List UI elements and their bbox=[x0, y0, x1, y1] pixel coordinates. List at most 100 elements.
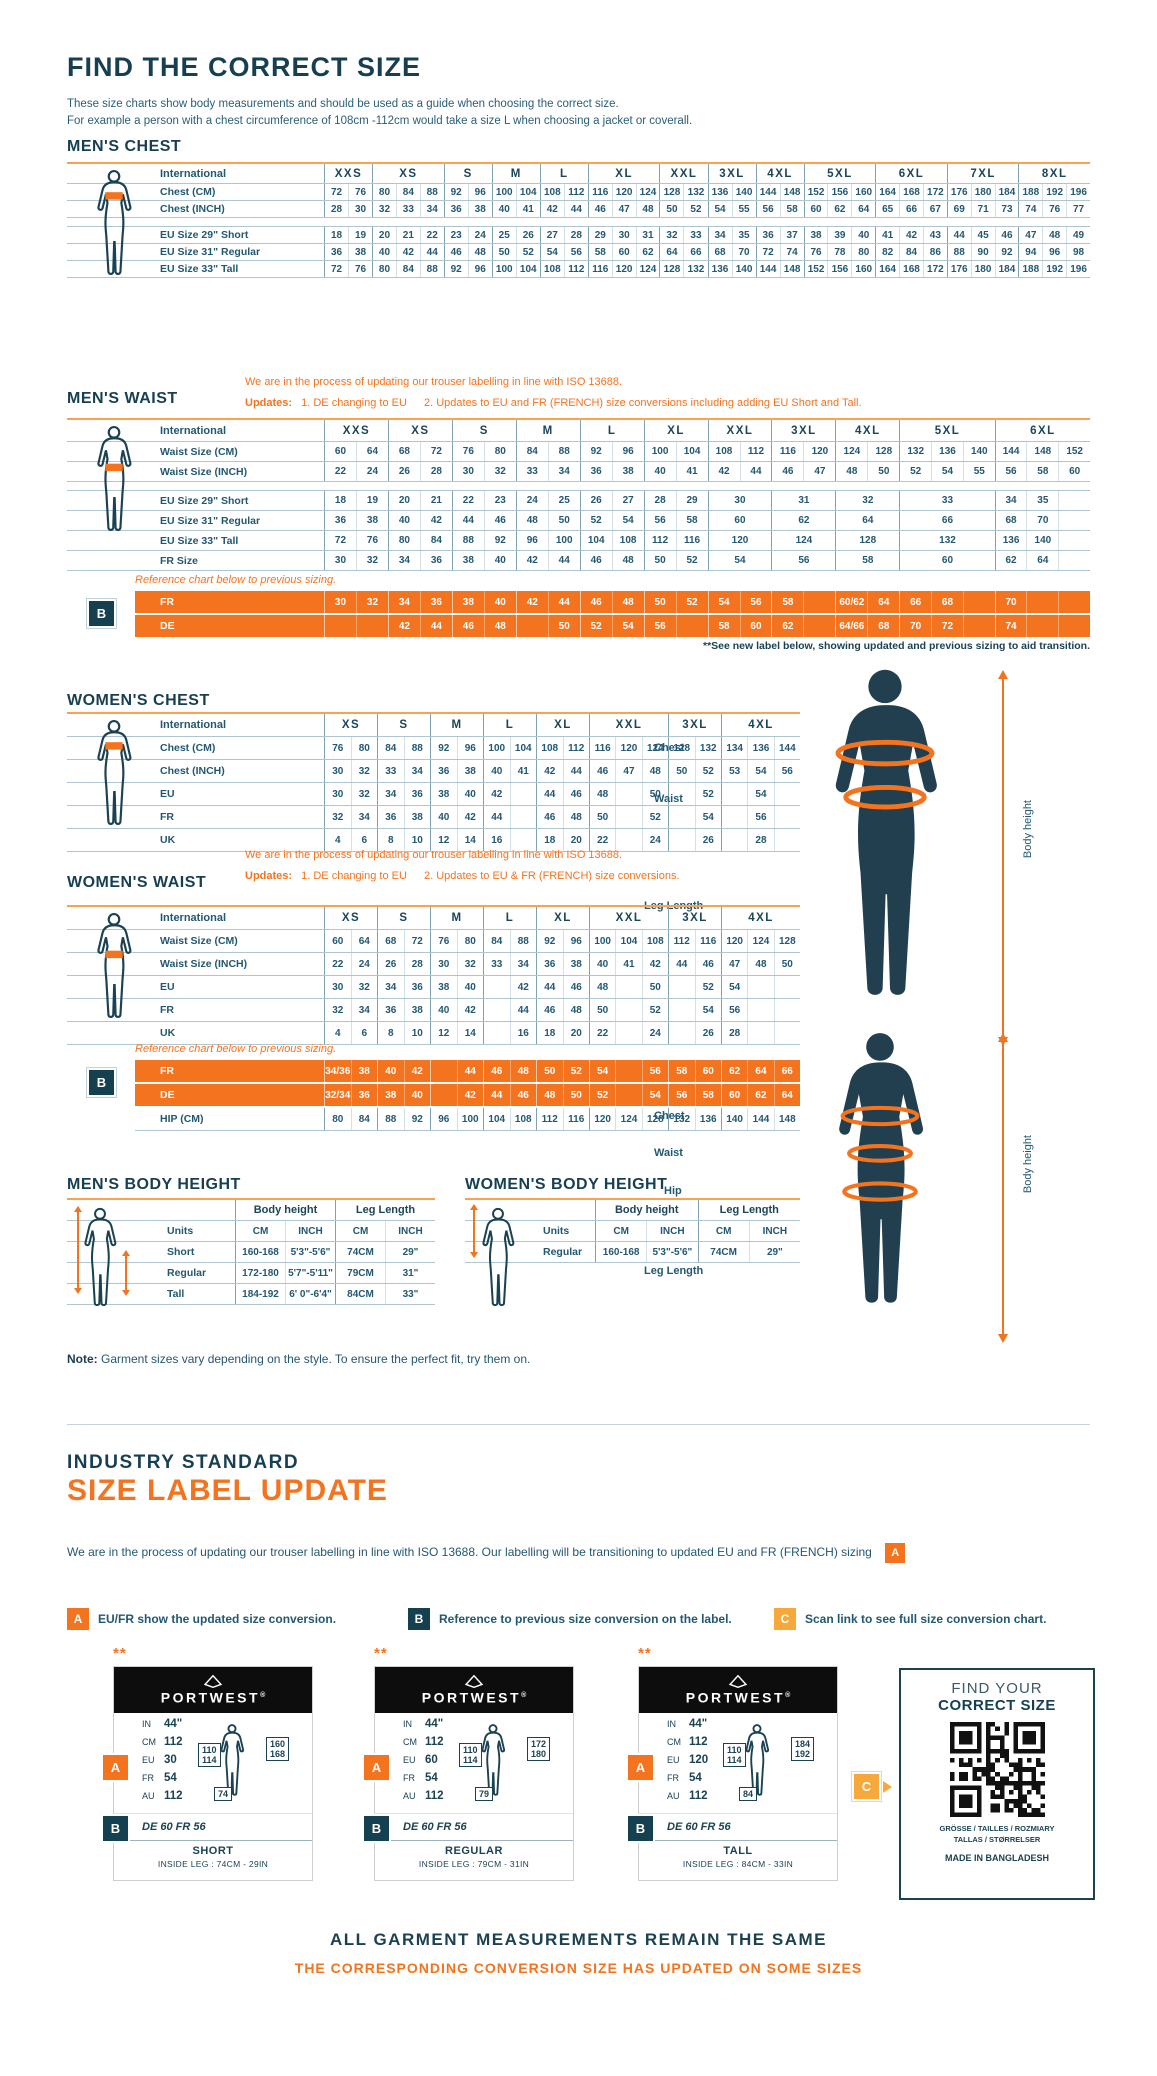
size-column-header: XL bbox=[587, 164, 660, 183]
size-value: 36 bbox=[385, 811, 397, 823]
size-value: 64 bbox=[773, 1084, 800, 1106]
group-header: Leg Length bbox=[335, 1200, 435, 1220]
size-value: 38 bbox=[562, 953, 590, 975]
size-value: 40 bbox=[403, 1084, 431, 1106]
size-value: 62 bbox=[1005, 555, 1017, 566]
size-value: 94 bbox=[1025, 246, 1037, 258]
size-cell: 52 54 55 bbox=[899, 462, 994, 481]
size-value: 92 bbox=[544, 935, 556, 947]
size-cell: 100 104 bbox=[643, 442, 708, 461]
size-cell: 50 bbox=[515, 615, 580, 637]
height-range-box: 184 192 bbox=[791, 1737, 815, 1761]
table-row: Waist Size (INCH) 22 24 26 28 30 32 33 34 36 38 40 4… bbox=[67, 953, 800, 976]
size-value: 132 bbox=[939, 535, 956, 546]
size-value: 62 bbox=[798, 515, 810, 526]
size-value: 52 bbox=[641, 999, 668, 1021]
size-column-header: S bbox=[443, 164, 492, 183]
size-value: 32 bbox=[350, 783, 378, 805]
label-body: IN 44" CM 112 EU 120 FR 54 AU 112 110 114 184 192 84 A bbox=[626, 1713, 837, 1813]
legend-text: Scan link to see full size conversion ch… bbox=[805, 1612, 1047, 1626]
size-value: 116 bbox=[779, 446, 796, 457]
measurement-rows: IN 44" CM 112 EU 120 FR 54 AU 112 bbox=[667, 1718, 708, 1808]
size-value: 27 bbox=[611, 491, 644, 510]
size-value bbox=[1058, 531, 1090, 550]
size-value bbox=[355, 615, 388, 637]
size-value: 52 bbox=[675, 551, 708, 570]
size-cell: 65 66 67 bbox=[875, 201, 947, 217]
label-leg-length: Leg Length bbox=[644, 1265, 704, 1277]
size-cell: 56 58 bbox=[643, 511, 708, 530]
size-value: 68 bbox=[931, 591, 963, 613]
size-value: 128 bbox=[641, 1108, 668, 1130]
measure-value: 54 bbox=[425, 1772, 438, 1784]
size-value: 66 bbox=[899, 201, 923, 217]
size-column-header: XXS bbox=[324, 164, 372, 183]
badge-b: B bbox=[362, 1814, 391, 1843]
size-value: 42 bbox=[456, 999, 484, 1021]
bh-value: 31" bbox=[385, 1263, 435, 1283]
table-row: FR 32 34 36 38 40 42 44 46 48 50 52 54 56 bbox=[67, 806, 800, 829]
card-caption: SHORT INSIDE LEG : 74CM - 29IN bbox=[114, 1840, 312, 1880]
body-height-arrow bbox=[998, 1033, 1008, 1343]
size-cell: 88 90 92 bbox=[946, 244, 1019, 260]
size-value: 50 bbox=[498, 246, 510, 258]
size-value: 140 bbox=[731, 184, 756, 200]
size-value: 19 bbox=[355, 491, 388, 510]
size-value: 128 bbox=[673, 742, 691, 754]
mens-body-height-figure-icon bbox=[84, 1207, 117, 1307]
size-cell: 33 34 bbox=[483, 953, 536, 975]
bh-value: 160-168 bbox=[595, 1242, 646, 1262]
size-value: 50 bbox=[654, 555, 666, 566]
size-value: 42 bbox=[491, 788, 503, 800]
size-value: 18 bbox=[334, 495, 347, 506]
label-card: PORTWEST® IN 44" CM 112 EU 120 FR 54 AU 112 110 114 1… bbox=[626, 1666, 838, 1881]
fit-name: SHORT bbox=[192, 1845, 234, 1857]
size-column-header: 6XL bbox=[875, 164, 947, 183]
size-value: 4 bbox=[334, 1027, 341, 1039]
size-value bbox=[962, 591, 995, 613]
size-value: 58 bbox=[694, 1084, 722, 1106]
size-cell: 30 bbox=[707, 491, 772, 510]
bh-units-row: Units CM INCH CM INCH bbox=[67, 1221, 435, 1242]
size-value: 54 bbox=[747, 760, 773, 782]
size-value bbox=[773, 1022, 800, 1044]
size-value: 46 bbox=[450, 246, 462, 258]
size-value: 40 bbox=[851, 227, 875, 243]
size-value: 50 bbox=[773, 953, 800, 975]
size-cell: 36 38 bbox=[377, 999, 430, 1021]
size-value: 112 bbox=[652, 535, 669, 546]
table-header-row: International XS S M L XL XXL 3XL 4XL bbox=[67, 907, 800, 930]
size-value: 32/34 bbox=[325, 1089, 351, 1101]
size-value: 88 bbox=[953, 246, 965, 258]
size-cell: 104 108 bbox=[483, 1108, 536, 1130]
size-value bbox=[615, 806, 641, 828]
size-value: 29 bbox=[594, 229, 606, 241]
size-cell: 36 38 bbox=[324, 244, 372, 260]
size-cell: 40 42 bbox=[387, 511, 452, 530]
size-value: 42 bbox=[456, 806, 484, 828]
size-value: 28 bbox=[747, 829, 773, 851]
size-value: 100 bbox=[488, 742, 506, 754]
bh-group-row: Body height Leg Length bbox=[465, 1200, 800, 1221]
measure-value: 30 bbox=[164, 1754, 177, 1766]
size-cell: 53 54 56 bbox=[721, 760, 800, 782]
size-cell: 188 192 196 bbox=[1018, 261, 1090, 277]
size-value: 92 bbox=[483, 531, 516, 550]
size-value: 73 bbox=[994, 201, 1019, 217]
size-value: 136 bbox=[1002, 535, 1020, 546]
size-value: 88 bbox=[509, 930, 537, 952]
size-value: 104 bbox=[515, 184, 540, 200]
size-value: 41 bbox=[515, 201, 540, 217]
note-text: Garment sizes vary depending on the styl… bbox=[97, 1352, 531, 1366]
size-value: 48 bbox=[526, 515, 538, 526]
size-value: 33 bbox=[941, 495, 954, 506]
size-value: 50 bbox=[654, 596, 666, 608]
size-value: 84 bbox=[491, 935, 503, 947]
size-cell: 54 bbox=[721, 976, 800, 998]
size-value: 48 bbox=[846, 466, 858, 477]
row-label: International bbox=[160, 424, 227, 437]
group-header: Body height bbox=[235, 1200, 335, 1220]
size-value: 160 bbox=[851, 184, 875, 200]
size-column-header: L bbox=[483, 907, 536, 929]
size-value: 92 bbox=[994, 244, 1019, 260]
